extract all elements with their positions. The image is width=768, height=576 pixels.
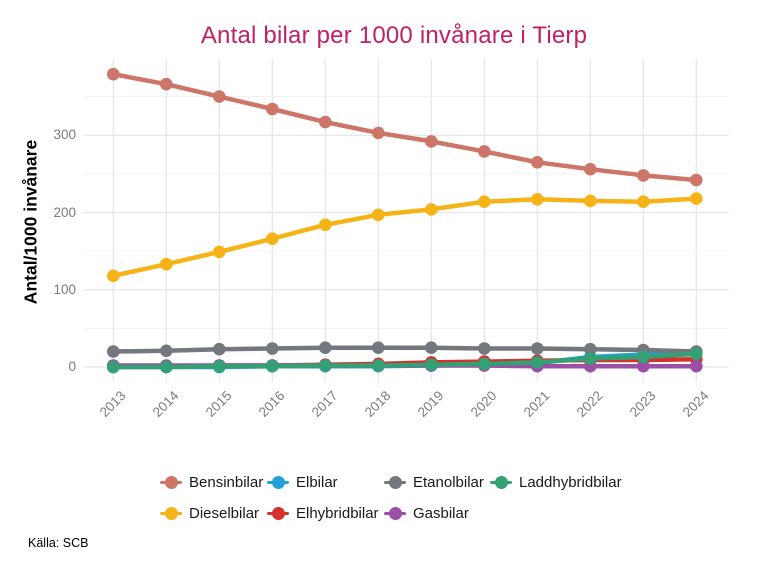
- data-point: [107, 345, 120, 358]
- data-point: [160, 360, 173, 374]
- data-point: [584, 194, 597, 208]
- legend-label: Gasbilar: [413, 504, 469, 522]
- series-line: [111, 345, 699, 354]
- series-line: [111, 351, 699, 370]
- data-point: [425, 341, 438, 355]
- data-point: [266, 102, 279, 116]
- legend-label: Elbilar: [296, 473, 338, 491]
- data-point: [213, 90, 226, 103]
- data-point: [372, 359, 385, 372]
- data-point: [266, 342, 279, 355]
- legend-key-icon: [384, 474, 406, 490]
- data-point: [531, 193, 544, 206]
- y-axis-tick: 100: [53, 281, 76, 297]
- data-point: [690, 173, 703, 187]
- data-point: [637, 169, 650, 182]
- source-caption: Källa: SCB: [28, 536, 89, 550]
- data-point: [266, 359, 279, 373]
- data-point: [637, 195, 650, 208]
- y-axis-tick: 200: [53, 204, 76, 220]
- data-point: [584, 352, 597, 365]
- data-point: [107, 269, 120, 283]
- data-point: [319, 115, 332, 129]
- data-point: [319, 359, 332, 372]
- series-line: [111, 71, 699, 183]
- legend-item-elhybridbilar: Elhybridbilar: [267, 503, 379, 523]
- data-point: [531, 342, 544, 355]
- data-point: [372, 126, 385, 140]
- data-point: [160, 77, 173, 91]
- data-point: [160, 257, 173, 271]
- data-point: [584, 342, 597, 356]
- data-point: [425, 358, 438, 372]
- data-point: [478, 145, 491, 158]
- data-point: [637, 359, 650, 373]
- data-point: [478, 342, 491, 355]
- data-point: [107, 360, 120, 374]
- data-point: [213, 359, 226, 373]
- legend-label: Elhybridbilar: [296, 504, 379, 522]
- data-point: [584, 162, 597, 176]
- legend-item-elbilar: Elbilar: [267, 472, 338, 492]
- data-point: [690, 192, 703, 205]
- data-point: [372, 341, 385, 355]
- data-point: [425, 135, 438, 148]
- data-point: [319, 341, 332, 355]
- data-point: [690, 359, 703, 373]
- data-point: [531, 356, 544, 369]
- y-axis-tick: 0: [68, 359, 76, 374]
- data-point: [319, 218, 332, 232]
- legend-key-icon: [267, 474, 289, 490]
- legend-label: Laddhybridbilar: [519, 473, 622, 491]
- data-point: [213, 342, 226, 356]
- data-point: [213, 245, 226, 259]
- legend-key-icon: [384, 505, 406, 521]
- legend-label: Dieselbilar: [189, 504, 260, 522]
- legend-item-etanolbilar: Etanolbilar: [384, 472, 484, 492]
- legend-item-bensinbilar: Bensinbilar: [160, 472, 263, 492]
- data-point: [266, 232, 279, 245]
- legend-item-gasbilar: Gasbilar: [384, 503, 469, 523]
- data-point: [372, 208, 385, 222]
- chart-title: Antal bilar per 1000 invånare i Tierp: [200, 22, 588, 49]
- legend-label: Bensinbilar: [189, 473, 264, 491]
- legend-key-icon: [160, 505, 182, 521]
- data-point: [425, 203, 438, 216]
- series-line: [111, 196, 699, 279]
- y-axis-tick: 300: [53, 127, 76, 143]
- data-point: [478, 357, 491, 371]
- legend-key-icon: [490, 474, 512, 490]
- legend-item-dieselbilar: Dieselbilar: [160, 503, 259, 523]
- legend-label: Etanolbilar: [413, 473, 484, 491]
- data-point: [531, 156, 544, 169]
- legend-key-icon: [160, 474, 182, 490]
- legend-key-icon: [267, 505, 289, 521]
- data-point: [107, 67, 120, 81]
- data-point: [637, 350, 650, 364]
- data-point: [478, 195, 491, 208]
- data-point: [690, 347, 703, 361]
- legend-item-laddhybridbilar: Laddhybridbilar: [490, 472, 622, 492]
- data-point: [160, 344, 173, 358]
